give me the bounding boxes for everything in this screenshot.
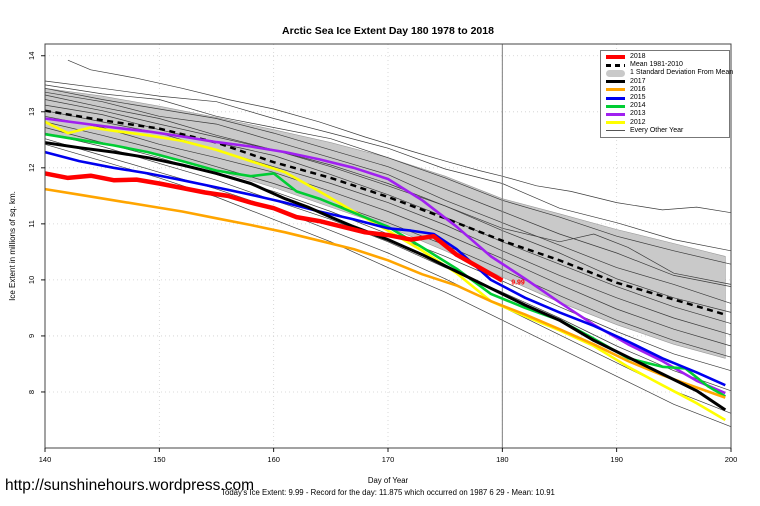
y-tick-label: 9 [27, 334, 36, 338]
other-year-line [44, 143, 732, 428]
legend-item: 2015 [606, 94, 729, 102]
x-tick-label: 200 [725, 455, 738, 464]
y-tick-label: 14 [27, 52, 36, 60]
x-tick-label: 150 [153, 455, 166, 464]
legend-band-swatch [606, 69, 625, 77]
chart-title: Arctic Sea Ice Extent Day 180 1978 to 20… [282, 25, 494, 37]
legend-label: Every Other Year [630, 126, 684, 134]
y-tick-label: 11 [27, 220, 36, 228]
other-year-line [44, 84, 732, 265]
legend-item: 2016 [606, 86, 729, 94]
legend-line-swatch [606, 63, 625, 67]
legend-label: 2018 [630, 53, 646, 61]
y-axis-label: Ice Extent in millions of sq. km. [8, 191, 17, 301]
series-2018-line [44, 171, 504, 283]
other-year-line [44, 132, 732, 392]
legend-item: 2017 [606, 78, 729, 86]
legend-item: Every Other Year [606, 127, 729, 135]
legend-line-swatch [606, 121, 625, 125]
x-tick-label: 190 [610, 455, 623, 464]
x-axis-label: Day of Year [368, 476, 409, 485]
site-url: http://sunshinehours.wordpress.com [5, 477, 254, 494]
other-year-line [44, 121, 732, 358]
legend-label: 2012 [630, 118, 646, 126]
legend-item: 2013 [606, 110, 729, 118]
legend-line-swatch [606, 80, 625, 84]
mean-line [44, 109, 726, 316]
y-tick-label: 13 [27, 108, 36, 116]
legend-label: 2017 [630, 77, 646, 85]
other-year-line [44, 99, 732, 313]
legend-item: 2018 [606, 53, 729, 61]
y-tick-label: 12 [27, 164, 36, 172]
legend-item: Mean 1981-2010 [606, 61, 729, 69]
series-2015-line [44, 150, 726, 387]
legend-line-swatch [606, 96, 625, 100]
legend-line-swatch [606, 112, 625, 116]
other-year-line [44, 138, 732, 414]
legend-label: 2013 [630, 110, 646, 118]
legend-line-swatch [606, 55, 625, 60]
legend-line-swatch [606, 88, 625, 92]
x-tick-label: 170 [382, 455, 395, 464]
series-2013-line [44, 117, 726, 395]
plot-area: 9.99 140 150 160 170 180 190 200 8 9 10 11 12 13 14 [27, 43, 738, 464]
legend-item: 2012 [606, 119, 729, 127]
legend-line-swatch [606, 104, 625, 108]
other-year-line [44, 80, 732, 252]
other-year-line [44, 91, 732, 304]
legend-item: 2014 [606, 102, 729, 110]
y-tick-label: 8 [27, 390, 36, 394]
other-year-line [44, 87, 732, 287]
legend: 2018 Mean 1981-2010 1 Standard Deviation F… [600, 50, 733, 138]
legend-item: 1 Standard Deviation From Mean [606, 69, 733, 77]
legend-label: 2016 [630, 85, 646, 93]
extent-annotation: 9.99 [511, 280, 525, 287]
legend-label: 2015 [630, 94, 646, 102]
other-year-line [44, 115, 732, 347]
x-tick-label: 160 [267, 455, 280, 464]
series-2016-line [44, 187, 726, 399]
footer-stats: Today's Ice Extent: 9.99 - Record for th… [221, 488, 555, 497]
x-tick-label: 180 [496, 455, 509, 464]
y-tick-label: 10 [27, 276, 36, 284]
legend-label: 1 Standard Deviation From Mean [630, 69, 734, 77]
std-dev-band [44, 87, 726, 359]
legend-label: 2014 [630, 102, 646, 110]
x-tick-label: 140 [39, 455, 52, 464]
other-year-line [67, 59, 732, 214]
legend-label: Mean 1981-2010 [630, 61, 683, 69]
legend-line-swatch [606, 130, 625, 132]
